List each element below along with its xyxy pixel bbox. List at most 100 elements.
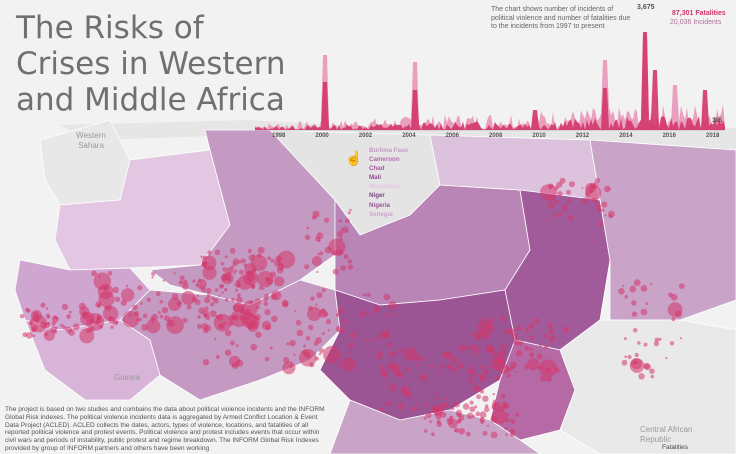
incident-dot[interactable] (91, 270, 97, 277)
incident-dot[interactable] (252, 268, 256, 273)
incident-dot[interactable] (653, 341, 660, 347)
incident-dot[interactable] (416, 404, 419, 407)
incident-dot[interactable] (151, 313, 159, 321)
incident-dot[interactable] (146, 297, 151, 302)
incident-dot[interactable] (250, 343, 258, 351)
incident-dot[interactable] (151, 271, 156, 276)
incident-dot[interactable] (649, 282, 653, 286)
incident-dot[interactable] (219, 284, 224, 289)
incident-dot[interactable] (624, 295, 628, 299)
incident-dot[interactable] (232, 258, 240, 265)
incident-dot[interactable] (315, 303, 318, 306)
incident-dot[interactable] (387, 363, 393, 369)
incident-dot[interactable] (598, 221, 604, 227)
incident-dot[interactable] (529, 347, 533, 352)
incident-dot[interactable] (240, 258, 246, 264)
incident-dot[interactable] (544, 345, 548, 349)
incident-dot[interactable] (602, 208, 605, 212)
incident-dot[interactable] (608, 214, 613, 219)
incident-dot[interactable] (458, 427, 466, 435)
incident-dot[interactable] (255, 331, 262, 338)
incident-dot[interactable] (446, 363, 453, 370)
incident-dot[interactable] (595, 203, 602, 210)
incident-dot[interactable] (341, 357, 356, 372)
incident-dot[interactable] (312, 210, 320, 218)
incident-dot[interactable] (492, 393, 495, 396)
incident-dot[interactable] (224, 329, 232, 337)
incident-dot[interactable] (264, 293, 270, 299)
incident-dot[interactable] (52, 329, 58, 334)
incident-dot[interactable] (403, 347, 406, 351)
incident-dot[interactable] (618, 288, 625, 295)
incident-dot[interactable] (553, 199, 559, 205)
incident-dot[interactable] (220, 261, 225, 266)
incident-dot[interactable] (356, 329, 359, 332)
incident-dot[interactable] (221, 272, 234, 285)
incident-dot[interactable] (358, 312, 365, 318)
incident-dot[interactable] (108, 315, 113, 320)
incident-dot[interactable] (342, 318, 348, 324)
incident-dot[interactable] (499, 315, 506, 322)
incident-dot[interactable] (490, 431, 498, 439)
incident-dot[interactable] (440, 411, 447, 418)
incident-dot[interactable] (112, 286, 119, 294)
incident-dot[interactable] (210, 302, 215, 307)
incident-dot[interactable] (304, 264, 310, 270)
incident-dot[interactable] (246, 272, 256, 282)
incident-dot[interactable] (436, 419, 441, 424)
incident-dot[interactable] (186, 304, 192, 310)
incident-dot[interactable] (321, 332, 325, 336)
incident-dot[interactable] (257, 246, 265, 254)
incident-dot[interactable] (151, 276, 154, 279)
incident-dot[interactable] (559, 177, 566, 184)
incident-dot[interactable] (423, 416, 427, 420)
incident-dot[interactable] (267, 256, 272, 261)
incident-dot[interactable] (511, 333, 519, 340)
incident-dot[interactable] (328, 238, 346, 256)
legend-item[interactable]: Niger (369, 192, 385, 200)
incident-dot[interactable] (250, 283, 255, 289)
incident-dot[interactable] (60, 323, 64, 328)
incident-dot[interactable] (469, 400, 474, 405)
incident-dot[interactable] (229, 247, 236, 254)
incident-dot[interactable] (263, 301, 269, 307)
incident-dot[interactable] (489, 376, 493, 380)
incident-dot[interactable] (372, 337, 378, 342)
incident-dot[interactable] (622, 284, 625, 287)
incident-dot[interactable] (305, 336, 311, 341)
incident-dot[interactable] (261, 320, 272, 330)
incident-dot[interactable] (621, 359, 628, 366)
incident-dot[interactable] (441, 351, 449, 359)
incident-dot[interactable] (416, 355, 424, 362)
incident-dot[interactable] (581, 197, 589, 205)
incident-dot[interactable] (222, 267, 228, 272)
legend-item[interactable]: Cameroon (369, 156, 400, 164)
incident-dot[interactable] (525, 328, 530, 333)
incident-dot[interactable] (536, 353, 543, 360)
incident-dot[interactable] (204, 297, 211, 304)
incident-dot[interactable] (678, 283, 685, 289)
incident-dot[interactable] (341, 226, 349, 234)
incident-dot[interactable] (472, 381, 476, 385)
incident-dot[interactable] (296, 329, 304, 337)
incident-dot[interactable] (492, 409, 507, 424)
incident-dot[interactable] (336, 230, 344, 238)
incident-dot[interactable] (340, 265, 346, 271)
incident-dot[interactable] (26, 308, 31, 313)
incident-dot[interactable] (404, 391, 412, 398)
incident-dot[interactable] (429, 363, 434, 368)
incident-dot[interactable] (669, 341, 675, 346)
incident-dot[interactable] (265, 276, 270, 281)
incident-dot[interactable] (128, 313, 132, 317)
incident-dot[interactable] (142, 313, 148, 319)
incident-dot[interactable] (454, 427, 460, 433)
incident-dot[interactable] (241, 312, 258, 329)
incident-dot[interactable] (498, 359, 504, 364)
incident-dot[interactable] (104, 306, 108, 310)
incident-dot[interactable] (121, 288, 135, 302)
incident-dot[interactable] (258, 285, 263, 290)
incident-dot[interactable] (215, 314, 220, 319)
incident-dot[interactable] (115, 320, 119, 324)
incident-dot[interactable] (294, 310, 297, 312)
incident-dot[interactable] (558, 211, 563, 216)
